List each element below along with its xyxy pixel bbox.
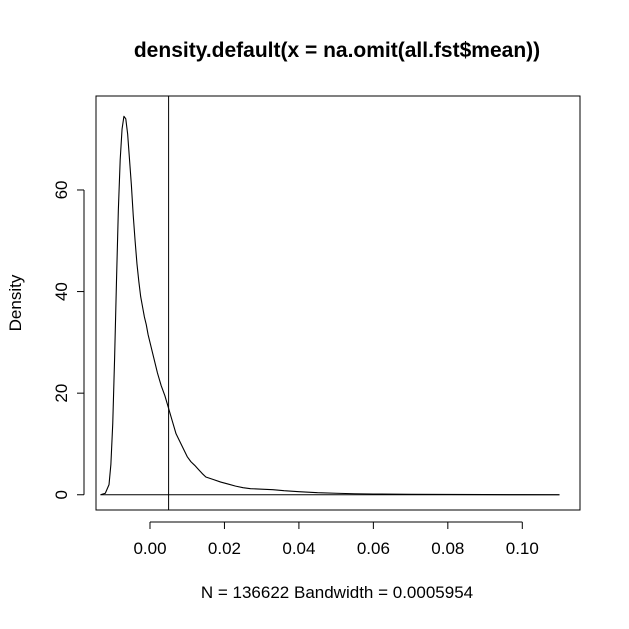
- plot-marks: [100, 96, 560, 510]
- chart-title: density.default(x = na.omit(all.fst$mean…: [134, 39, 540, 62]
- x-axis: 0.00 0.02 0.04 0.06 0.08 0.10: [133, 521, 539, 558]
- x-axis-label: N = 136622 Bandwidth = 0.0005954: [201, 583, 473, 602]
- y-tick-label: 60: [52, 181, 71, 200]
- x-tick-label: 0.10: [506, 539, 539, 558]
- x-tick-label: 0.04: [282, 539, 315, 558]
- x-tick-label: 0.08: [431, 539, 464, 558]
- plot-frame: [95, 95, 581, 511]
- y-axis-label: Density: [6, 274, 25, 331]
- x-tick-label: 0.00: [133, 539, 166, 558]
- x-tick-label: 0.06: [357, 539, 390, 558]
- density-curve: [100, 115, 560, 496]
- y-tick-label: 0: [52, 490, 71, 499]
- y-axis: 0 20 40 60: [52, 181, 85, 499]
- x-tick-label: 0.02: [208, 539, 241, 558]
- y-tick-label: 20: [52, 384, 71, 403]
- y-tick-label: 40: [52, 282, 71, 301]
